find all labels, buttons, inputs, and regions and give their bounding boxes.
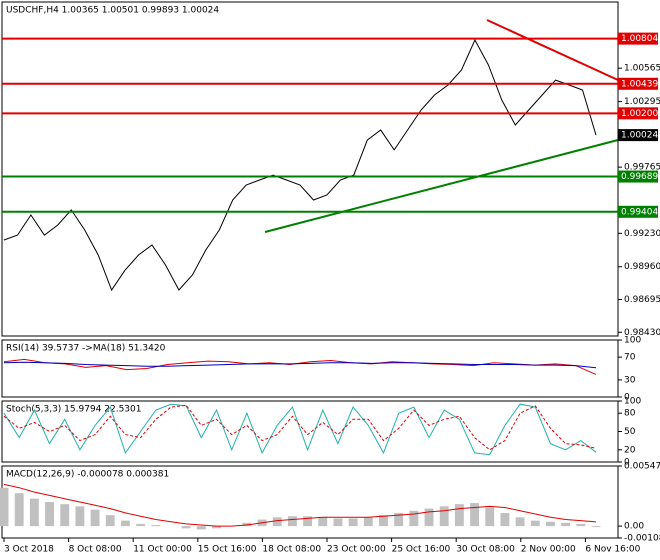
histogram-bar xyxy=(29,498,39,527)
histogram-bar xyxy=(105,515,115,527)
histogram-bar xyxy=(196,526,206,530)
level-label: 0.99689 xyxy=(621,172,658,182)
histogram-bar xyxy=(515,517,525,527)
histogram-bar xyxy=(561,522,571,527)
x-tick-label: 6 Nov 16:00 xyxy=(585,545,640,555)
y-tick-label: 0 xyxy=(624,393,630,403)
panel-title: USDCHF,H4 1.00365 1.00501 0.99893 1.0002… xyxy=(6,6,219,16)
histogram-bar xyxy=(424,508,434,527)
trend-line xyxy=(264,139,619,233)
histogram-bar xyxy=(75,506,85,527)
level-label-box xyxy=(618,32,658,45)
x-tick-label: 8 Oct 08:00 xyxy=(69,545,122,555)
histogram-bar xyxy=(318,517,328,527)
histogram-bar xyxy=(470,503,480,527)
histogram-bar xyxy=(14,493,24,527)
histogram-bar xyxy=(151,525,161,527)
series-line xyxy=(3,358,597,375)
panel-title: Stoch(5,3,3) 15.9794 22.5301 xyxy=(6,405,141,415)
x-tick-label: 25 Oct 16:00 xyxy=(392,545,451,555)
histogram-bar xyxy=(90,509,100,527)
histogram-bar xyxy=(363,517,373,527)
y-tick-label: 70 xyxy=(624,353,636,363)
histogram-bar xyxy=(272,517,282,527)
histogram-bar xyxy=(500,512,510,527)
histogram-bar xyxy=(546,521,555,527)
trend-line xyxy=(486,19,619,81)
panel-title: MACD(12,26,9) -0.000078 0.000381 xyxy=(6,470,169,480)
y-tick-label: 0.99765 xyxy=(624,163,660,173)
histogram-bar xyxy=(454,504,464,527)
level-label: 1.00439 xyxy=(621,79,658,89)
histogram-bar xyxy=(303,516,313,527)
histogram-bar xyxy=(0,487,9,527)
panel-title: RSI(14) 39.5737 ->MA(18) 51.3420 xyxy=(6,344,166,354)
histogram-bar xyxy=(333,518,343,527)
level-label-box xyxy=(618,77,658,90)
histogram-bar xyxy=(379,515,388,527)
x-tick-label: 30 Oct 08:00 xyxy=(456,545,515,555)
y-tick-label: 1.00295 xyxy=(624,97,660,107)
histogram-bar xyxy=(181,526,191,529)
y-tick-label: 0.98695 xyxy=(624,295,660,305)
histogram-bar xyxy=(45,501,54,527)
histogram-bar xyxy=(120,520,130,527)
y-tick-label: 0.005477 xyxy=(624,462,660,472)
histogram-bar xyxy=(348,518,358,527)
x-tick-label: 18 Oct 08:00 xyxy=(262,545,321,555)
y-tick-label: 30 xyxy=(624,375,636,385)
y-tick-label: 1.00565 xyxy=(624,64,660,74)
x-tick-label: 3 Oct 2018 xyxy=(4,545,54,555)
histogram-bar xyxy=(60,504,70,527)
histogram-bar xyxy=(530,520,540,527)
histogram-bar xyxy=(439,506,449,527)
y-tick-label: 0.00 xyxy=(624,522,644,532)
level-label-box xyxy=(618,170,658,183)
histogram-bar xyxy=(576,523,586,527)
y-tick-label: 80 xyxy=(624,409,636,419)
y-tick-label: 0.98960 xyxy=(624,262,660,272)
histogram-bar xyxy=(409,510,419,527)
series-line xyxy=(3,483,597,527)
current-price-box xyxy=(618,129,658,142)
level-label: 1.00200 xyxy=(621,109,658,119)
series-line xyxy=(3,403,597,456)
level-label: 0.99404 xyxy=(621,207,658,217)
x-tick-label: 11 Oct 00:00 xyxy=(133,545,192,555)
x-tick-label: 2 Nov 00:00 xyxy=(521,545,576,555)
y-tick-label: -0.001082 xyxy=(624,534,660,544)
histogram-bar xyxy=(394,512,404,527)
series-line xyxy=(3,361,597,369)
histogram-bar xyxy=(136,523,146,527)
series-line xyxy=(3,38,597,292)
histogram-bar xyxy=(242,522,252,527)
x-tick-label: 15 Oct 16:00 xyxy=(198,545,257,555)
y-tick-label: 0.99230 xyxy=(624,229,660,239)
y-tick-label: 0 xyxy=(624,458,630,468)
x-tick-label: 23 Oct 00:00 xyxy=(327,545,386,555)
y-tick-label: 20 xyxy=(624,445,636,455)
histogram-bar xyxy=(212,526,221,529)
y-tick-label: 0.98430 xyxy=(624,328,660,338)
y-tick-label: 50 xyxy=(624,427,636,437)
histogram-bar xyxy=(591,526,601,527)
histogram-bar xyxy=(287,516,297,527)
current-price-label: 1.00024 xyxy=(621,131,658,141)
histogram-bar xyxy=(485,507,495,527)
level-label-box xyxy=(618,205,658,218)
y-tick-label: 100 xyxy=(624,336,641,346)
level-label-box xyxy=(618,107,658,120)
level-label: 1.00804 xyxy=(621,34,658,44)
y-tick-label: 100 xyxy=(624,397,641,407)
